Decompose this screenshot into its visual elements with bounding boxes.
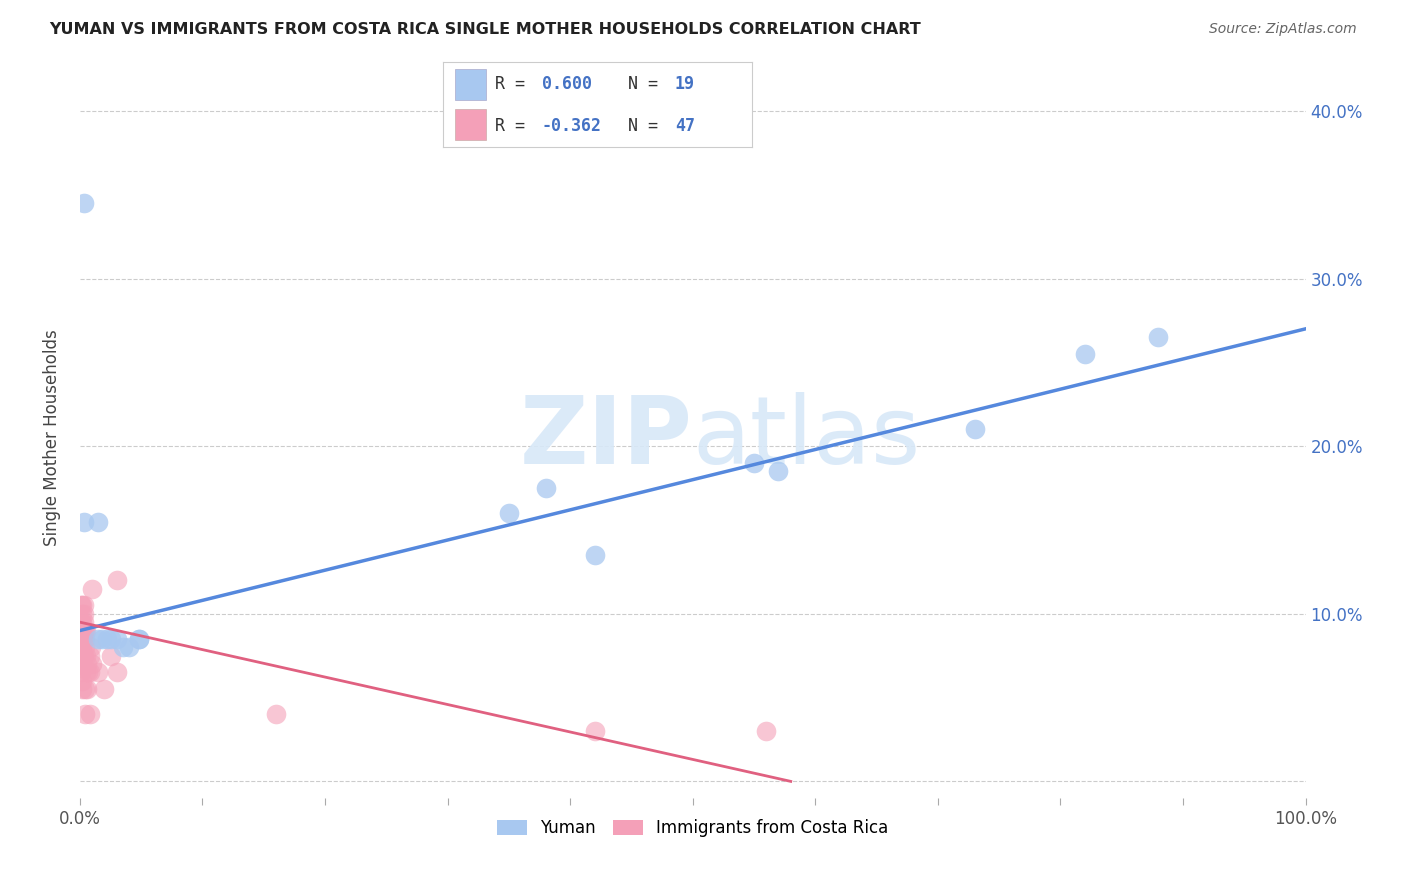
Point [70, 648, 93, 663]
Point [583, 724, 606, 739]
Point [73, 624, 96, 638]
Point [75, 648, 97, 663]
Point [96, 632, 118, 646]
Point [73, 632, 96, 646]
Point [583, 548, 606, 562]
Point [73, 682, 96, 697]
Point [87, 632, 110, 646]
Point [755, 724, 778, 739]
Point [80, 640, 103, 655]
Point [72, 599, 94, 613]
Text: R =: R = [495, 76, 536, 94]
Point [70, 640, 93, 655]
Point [82, 582, 104, 596]
Point [70, 657, 93, 671]
Point [72, 632, 94, 646]
Point [768, 464, 790, 478]
Point [72, 615, 94, 629]
Text: atlas: atlas [693, 392, 921, 483]
Text: 19: 19 [675, 76, 695, 94]
Point [72, 673, 94, 688]
Point [90, 632, 112, 646]
Point [498, 506, 520, 520]
Point [105, 665, 128, 680]
Point [118, 640, 141, 655]
Point [1147, 330, 1170, 344]
Point [79, 707, 101, 722]
Point [87, 515, 110, 529]
Point [72, 632, 94, 646]
Text: N =: N = [628, 117, 668, 135]
Point [72, 624, 94, 638]
Point [128, 632, 150, 646]
Point [79, 648, 101, 663]
Point [70, 624, 93, 638]
Text: R =: R = [495, 117, 536, 135]
Point [963, 422, 986, 436]
Point [264, 707, 287, 722]
Point [72, 648, 94, 663]
Point [105, 574, 128, 588]
Point [72, 615, 94, 629]
Point [77, 665, 100, 680]
Point [87, 665, 110, 680]
Point [76, 682, 98, 697]
Point [1074, 347, 1097, 361]
FancyBboxPatch shape [456, 70, 486, 100]
Point [70, 665, 93, 680]
Point [93, 682, 115, 697]
Point [70, 615, 93, 629]
Point [70, 632, 93, 646]
Point [72, 624, 94, 638]
Point [75, 624, 97, 638]
Point [73, 640, 96, 655]
Point [534, 481, 557, 495]
Y-axis label: Single Mother Households: Single Mother Households [44, 329, 60, 546]
Point [70, 599, 93, 613]
Text: ZIP: ZIP [520, 392, 693, 483]
Point [105, 632, 128, 646]
Point [111, 640, 134, 655]
Text: 47: 47 [675, 117, 695, 135]
Point [72, 607, 94, 621]
FancyBboxPatch shape [456, 109, 486, 139]
Point [72, 682, 94, 697]
Point [73, 707, 96, 722]
Point [72, 607, 94, 621]
Point [128, 632, 150, 646]
Text: -0.362: -0.362 [541, 117, 602, 135]
Text: YUMAN VS IMMIGRANTS FROM COSTA RICA SINGLE MOTHER HOUSEHOLDS CORRELATION CHART: YUMAN VS IMMIGRANTS FROM COSTA RICA SING… [49, 22, 921, 37]
Point [100, 632, 122, 646]
Point [742, 456, 765, 470]
Point [72, 640, 94, 655]
Text: Source: ZipAtlas.com: Source: ZipAtlas.com [1209, 22, 1357, 37]
Point [100, 648, 122, 663]
Text: N =: N = [628, 76, 668, 94]
Point [79, 665, 101, 680]
Point [72, 599, 94, 613]
Point [75, 665, 97, 680]
Point [72, 196, 94, 211]
Legend: Yuman, Immigrants from Costa Rica: Yuman, Immigrants from Costa Rica [491, 813, 896, 844]
Text: 0.600: 0.600 [541, 76, 592, 94]
Point [72, 515, 94, 529]
Point [76, 657, 98, 671]
Point [82, 657, 104, 671]
